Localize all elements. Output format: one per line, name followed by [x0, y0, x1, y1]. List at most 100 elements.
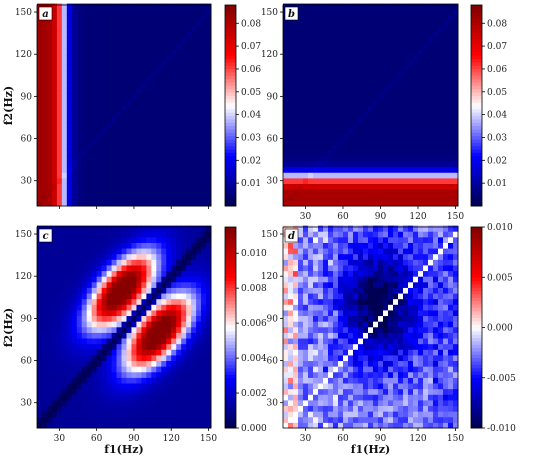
heatmap-cell — [116, 298, 123, 305]
heatmap-cell — [388, 231, 394, 238]
heatmap-cell — [186, 383, 192, 390]
heatmap-cell — [191, 394, 197, 401]
heatmap-cell — [136, 87, 142, 95]
heatmap-cell — [141, 26, 147, 33]
heatmap-cell — [146, 270, 152, 277]
heatmap-cell — [91, 189, 98, 196]
heatmap-cell — [293, 166, 299, 173]
heatmap-cell — [323, 93, 329, 100]
heatmap-cell — [443, 48, 449, 55]
heatmap-cell — [76, 14, 83, 21]
heatmap-cell — [196, 110, 202, 117]
x-tick-label: 30 — [54, 434, 66, 444]
colorbar-segment — [225, 404, 236, 409]
heatmap-cell — [298, 138, 304, 145]
heatmap-cell — [41, 37, 48, 44]
heatmap-cell — [368, 132, 374, 140]
heatmap-cell — [156, 132, 162, 140]
heatmap-cell — [328, 65, 334, 72]
heatmap-cell — [116, 332, 123, 339]
heatmap-cell — [448, 121, 454, 128]
heatmap-cell — [71, 42, 78, 50]
heatmap-cell — [126, 253, 132, 260]
heatmap-cell — [206, 14, 212, 21]
heatmap-cell — [171, 31, 177, 38]
heatmap-cell — [111, 166, 118, 173]
heatmap-cell — [368, 231, 374, 238]
heatmap-cell — [176, 87, 182, 95]
colorbar-segment — [471, 189, 482, 194]
heatmap-cell — [358, 242, 364, 249]
heatmap-cell — [408, 416, 414, 423]
heatmap-cell — [136, 293, 142, 300]
heatmap-cell — [333, 298, 339, 305]
heatmap-cell — [96, 371, 103, 378]
heatmap-cell — [116, 144, 123, 151]
heatmap-cell — [196, 127, 202, 134]
heatmap-cell — [338, 194, 344, 201]
heatmap-cell — [71, 309, 78, 317]
heatmap-cell — [191, 242, 197, 249]
colorbar-segment — [225, 367, 236, 372]
heatmap-cell — [156, 189, 162, 196]
heatmap-cell — [363, 270, 369, 277]
heatmap-cell — [46, 315, 53, 322]
heatmap-cell — [388, 422, 394, 429]
heatmap-cell — [161, 116, 167, 123]
heatmap-cell — [403, 377, 409, 384]
heatmap-cell — [383, 371, 389, 378]
heatmap-cell — [206, 422, 212, 429]
heatmap-cell — [191, 371, 197, 378]
heatmap-cell — [353, 248, 359, 255]
heatmap-cell — [283, 166, 289, 173]
heatmap-cell — [37, 110, 43, 117]
heatmap-cell — [81, 121, 88, 128]
heatmap-cell — [101, 225, 108, 232]
heatmap-cell — [106, 37, 113, 44]
heatmap-cell — [56, 399, 63, 407]
heatmap-cell — [358, 54, 364, 61]
heatmap-cell — [86, 99, 93, 106]
heatmap-cell — [298, 248, 304, 255]
heatmap-cell — [363, 349, 369, 356]
heatmap-cell — [116, 287, 123, 294]
heatmap-cell — [37, 144, 43, 151]
heatmap-cell — [333, 225, 339, 232]
heatmap-cell — [318, 99, 324, 106]
heatmap-cell — [146, 231, 152, 238]
heatmap-cell — [161, 189, 167, 196]
heatmap-cell — [338, 411, 344, 418]
heatmap-cell — [398, 177, 404, 185]
colorbar-segment — [225, 31, 236, 36]
heatmap-cell — [443, 76, 449, 83]
heatmap-cell — [186, 287, 192, 294]
heatmap-cell — [343, 349, 349, 356]
heatmap-cell — [343, 194, 349, 201]
heatmap-cell — [86, 104, 93, 111]
heatmap-cell — [298, 121, 304, 128]
heatmap-cell — [91, 236, 98, 243]
heatmap-cell — [46, 293, 53, 300]
heatmap-cell — [333, 127, 339, 134]
heatmap-cell — [37, 183, 43, 190]
heatmap-cell — [288, 87, 294, 95]
heatmap-cell — [283, 343, 289, 350]
heatmap-cell — [46, 76, 53, 83]
heatmap-cell — [156, 161, 162, 168]
heatmap-cell — [166, 231, 172, 238]
heatmap-cell — [171, 231, 177, 238]
heatmap-cell — [91, 360, 98, 367]
heatmap-cell — [343, 270, 349, 277]
colorbar-segment — [225, 202, 236, 207]
heatmap-cell — [428, 71, 434, 78]
heatmap-cell — [328, 236, 334, 243]
heatmap-cell — [121, 236, 127, 243]
heatmap-cell — [56, 87, 63, 95]
colorbar-segment — [225, 72, 236, 76]
heatmap-cell — [383, 264, 389, 272]
heatmap-cell — [106, 116, 113, 123]
heatmap-cell — [191, 270, 197, 277]
heatmap-cell — [313, 9, 319, 16]
heatmap-cell — [91, 416, 98, 423]
heatmap-cell — [101, 138, 108, 145]
